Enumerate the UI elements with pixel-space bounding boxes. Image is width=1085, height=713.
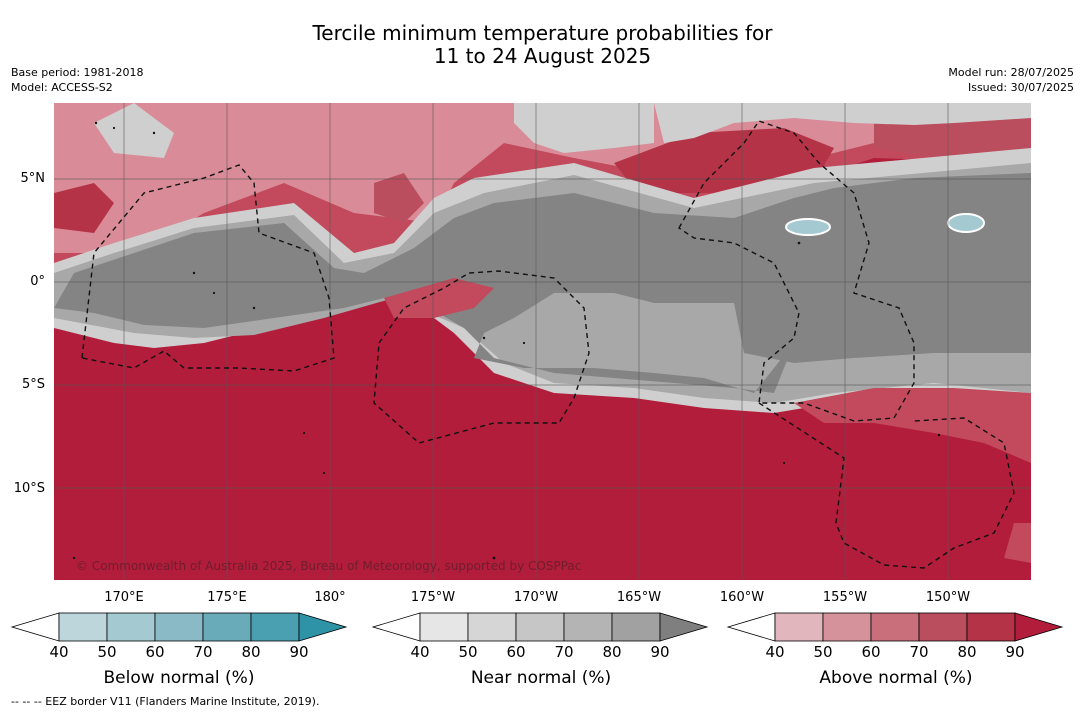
cb1-tick-80: 80: [241, 643, 261, 661]
cb3-tick-80: 80: [957, 643, 977, 661]
above-colorbar-max-extend: [1014, 612, 1064, 642]
below-colorbar-min-extend: [10, 612, 60, 642]
lon-label-160w: 160°W: [719, 590, 765, 605]
near-colorbar-bin-60: [515, 612, 565, 642]
above-colorbar-bin-60: [870, 612, 920, 642]
island-markers: [72, 121, 941, 560]
below-colorbar-bin-60: [154, 612, 204, 642]
below-colorbar-bin-40: [58, 612, 108, 642]
north-above-strong-3: [374, 173, 424, 223]
above-normal-label: Above normal (%): [819, 668, 973, 688]
map-title: Tercile minimum temperature probabilitie…: [0, 22, 1085, 68]
above-colorbar-bin-80: [966, 612, 1016, 642]
near-colorbar-max-extend: [659, 612, 709, 642]
lon-label-150w: 150°W: [925, 590, 971, 605]
above-normal-colorbar: [726, 612, 1064, 642]
below-normal-spot-2: [947, 213, 985, 233]
above-colorbar-bin-50: [822, 612, 872, 642]
below-colorbar-bin-80: [250, 612, 300, 642]
below-colorbar-bin-50: [106, 612, 156, 642]
lon-label-170e: 170°E: [104, 590, 144, 605]
near-light-n: [514, 103, 654, 153]
cb3-tick-70: 70: [909, 643, 929, 661]
eez-footnote: -- -- -- EEZ border V11 (Flanders Marine…: [11, 695, 320, 708]
near-colorbar-bin-70: [563, 612, 613, 642]
near-colorbar-bin-40: [419, 612, 469, 642]
cb1-tick-60: 60: [145, 643, 165, 661]
near-colorbar-min-extend: [371, 612, 421, 642]
above-colorbar-min-extend: [726, 612, 776, 642]
below-normal-colorbar: [10, 612, 348, 642]
cb3-tick-40: 40: [765, 643, 785, 661]
probability-map[interactable]: [54, 103, 1031, 580]
cb1-tick-40: 40: [49, 643, 69, 661]
cb3-tick-90: 90: [1005, 643, 1025, 661]
near-light-nw: [94, 103, 174, 158]
run-info-right: Model run: 28/07/2025 Issued: 30/07/2025: [948, 65, 1074, 95]
above-colorbar-bin-40: [774, 612, 824, 642]
below-normal-label: Below normal (%): [103, 668, 255, 688]
lat-label-5n: 5°N: [20, 171, 46, 186]
near-normal-colorbar: [371, 612, 709, 642]
cb3-tick-60: 60: [861, 643, 881, 661]
cb1-tick-90: 90: [289, 643, 309, 661]
cb2-tick-70: 70: [554, 643, 574, 661]
title-line-2: 11 to 24 August 2025: [433, 44, 652, 68]
lon-label-175w: 175°W: [410, 590, 456, 605]
copyright-credit: © Commonwealth of Australia 2025, Bureau…: [76, 559, 582, 573]
near-colorbar-bin-80: [611, 612, 661, 642]
southeast-above-light-2: [1004, 523, 1031, 563]
lon-label-165w: 165°W: [616, 590, 662, 605]
below-normal-spot-1: [785, 218, 831, 236]
south-dip-above: [384, 278, 494, 318]
lon-label-180: 180°: [314, 590, 346, 605]
cb2-tick-60: 60: [506, 643, 526, 661]
graticule: [54, 103, 1031, 580]
run-info-left: Base period: 1981-2018 Model: ACCESS-S2: [11, 65, 143, 95]
lon-label-170w: 170°W: [513, 590, 559, 605]
near-normal-label: Near normal (%): [470, 668, 612, 688]
cb1-tick-70: 70: [193, 643, 213, 661]
lon-label-155w: 155°W: [822, 590, 868, 605]
lon-label-175e: 175°E: [207, 590, 247, 605]
cb3-tick-50: 50: [813, 643, 833, 661]
base-period: Base period: 1981-2018: [11, 66, 144, 79]
title-line-1: Tercile minimum temperature probabilitie…: [312, 21, 773, 45]
near-colorbar-bin-50: [467, 612, 517, 642]
southeast-above-light: [794, 388, 1031, 463]
issued-date: Issued: 30/07/2025: [967, 81, 1074, 94]
cb1-tick-50: 50: [97, 643, 117, 661]
lat-label-10s: 10°S: [13, 481, 45, 496]
cb2-tick-40: 40: [410, 643, 430, 661]
eez-borders: [81, 120, 1015, 569]
model-run: Model run: 28/07/2025: [948, 66, 1074, 79]
model-name: Model: ACCESS-S2: [11, 81, 113, 94]
below-colorbar-bin-70: [202, 612, 252, 642]
above-colorbar-bin-70: [918, 612, 968, 642]
near-light-ne: [654, 103, 1031, 143]
lat-label-0: 0°: [30, 274, 45, 289]
cb2-tick-50: 50: [458, 643, 478, 661]
colorbar-strip: [10, 612, 1064, 642]
cb2-tick-90: 90: [650, 643, 670, 661]
cb2-tick-80: 80: [602, 643, 622, 661]
lat-label-5s: 5°S: [21, 377, 45, 392]
north-above-strong-2: [54, 183, 114, 233]
below-colorbar-max-extend: [298, 612, 348, 642]
